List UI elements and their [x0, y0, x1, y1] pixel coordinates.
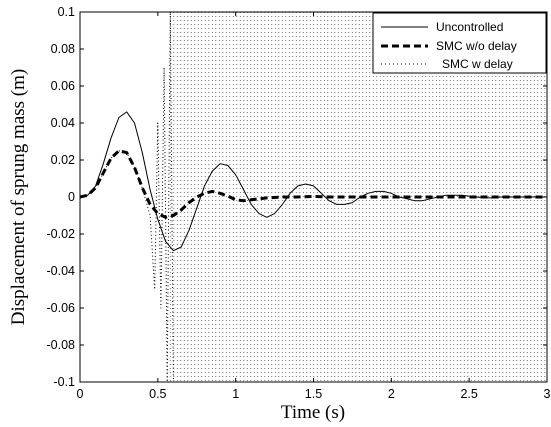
legend-label-smc-w-delay: SMC w delay	[442, 57, 513, 71]
x-tick-label: 0.5	[149, 387, 166, 401]
series-line-0	[79, 111, 547, 252]
x-axis-label: Time (s)	[281, 402, 345, 423]
legend: Uncontrolled SMC w/o delay SMC w delay	[372, 12, 547, 74]
y-tick-label: 0.04	[51, 116, 75, 130]
x-tick-label: 0	[77, 387, 84, 401]
y-tick-label: -0.1	[53, 375, 75, 389]
x-tick-label: 2	[388, 387, 395, 401]
axis-ticks: 0 0.5 1 1.5 2 2.5 3 -0.1 -0.08 -0.06 -0.04 -0.02 0 0.…	[47, 5, 551, 401]
y-tick-label: 0.06	[51, 79, 75, 93]
y-tick-label: -0.04	[47, 264, 76, 278]
x-tick-label: 2.5	[460, 387, 477, 401]
legend-label-uncontrolled: Uncontrolled	[436, 20, 503, 34]
legend-label-smc-wo-delay: SMC w/o delay	[436, 39, 517, 53]
legend-box	[372, 12, 547, 74]
y-tick-label: 0	[68, 190, 75, 204]
x-tick-label: 3	[544, 387, 551, 401]
y-tick-label: -0.02	[47, 227, 76, 241]
y-tick-label: 0.08	[51, 42, 75, 56]
y-axis-label: Displacement of sprung mass (m)	[8, 69, 29, 325]
series-line-1	[79, 149, 547, 219]
x-tick-label: 1	[232, 387, 239, 401]
y-tick-label: -0.08	[47, 338, 76, 352]
x-tick-label: 1.5	[305, 387, 322, 401]
y-tick-label: 0.02	[51, 153, 75, 167]
series-layer	[79, 11, 547, 383]
y-tick-label: -0.06	[47, 301, 76, 315]
y-tick-label: 0.1	[58, 5, 75, 19]
